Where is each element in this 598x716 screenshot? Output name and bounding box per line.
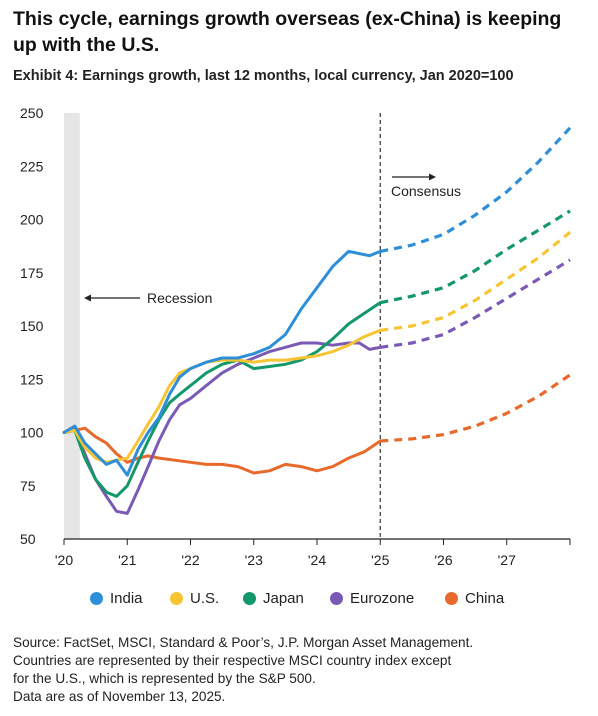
- forecast-line-us: [380, 231, 572, 332]
- x-tick-label: '23: [245, 552, 263, 568]
- x-tick-label: '27: [498, 552, 516, 568]
- x-tick-label: '25: [371, 552, 389, 568]
- series-line-us: [62, 328, 382, 464]
- y-tick-label: 100: [20, 425, 44, 441]
- legend-swatch-china: [445, 592, 458, 605]
- consensus-annotation: Consensus: [391, 183, 461, 199]
- chart-legend: India U.S. Japan Eurozone China: [0, 590, 598, 616]
- source-line: Data are as of November 13, 2025.: [13, 689, 226, 704]
- chart-title: This cycle, earnings growth overseas (ex…: [13, 8, 562, 56]
- legend-swatch-japan: [243, 592, 256, 605]
- source-note: Source: FactSet, MSCI, Standard & Poor’s…: [13, 634, 588, 706]
- legend-item-china: China: [445, 590, 504, 607]
- y-tick-label: 50: [20, 531, 36, 547]
- series-line-china: [62, 426, 382, 475]
- consensus-arrowhead: [429, 173, 436, 181]
- legend-label-us: U.S.: [190, 590, 220, 607]
- recession-annotation: Recession: [147, 290, 212, 306]
- series-line-eurozone: [62, 341, 382, 515]
- x-tick-label: '24: [308, 552, 326, 568]
- x-tick-label: '22: [181, 552, 199, 568]
- forecast-line-china: [380, 373, 571, 443]
- source-line: Countries are represented by their respe…: [13, 653, 452, 668]
- y-tick-label: 125: [20, 371, 44, 387]
- source-line: Source: FactSet, MSCI, Standard & Poor’s…: [13, 635, 474, 650]
- y-tick-label: 225: [20, 158, 44, 174]
- y-tick-label: 175: [20, 265, 44, 281]
- y-tick-label: 250: [20, 105, 44, 121]
- line-chart: 50 75 100 125 150 175 200 225 250 '20 '21 '22 '23 '24…: [20, 105, 572, 568]
- legend-label-india: India: [110, 590, 143, 607]
- legend-item-eurozone: Eurozone: [330, 590, 414, 607]
- legend-item-japan: Japan: [243, 590, 304, 607]
- legend-label-japan: Japan: [263, 590, 304, 607]
- chart-subtitle: Exhibit 4: Earnings growth, last 12 mont…: [13, 68, 514, 84]
- y-tick-label: 150: [20, 318, 44, 334]
- legend-label-eurozone: Eurozone: [350, 590, 415, 607]
- series-line-india: [62, 249, 382, 477]
- y-tick-label: 75: [20, 478, 36, 494]
- legend-swatch-india: [90, 592, 103, 605]
- x-tick-label: '21: [118, 552, 136, 568]
- legend-swatch-eurozone: [330, 592, 343, 605]
- y-tick-label: 200: [20, 212, 44, 228]
- x-tick-label: '20: [55, 552, 73, 568]
- recession-arrowhead: [84, 294, 91, 302]
- legend-label-china: China: [465, 590, 505, 607]
- recession-band: [64, 113, 80, 539]
- legend-item-us: U.S.: [170, 590, 219, 607]
- forecast-line-india: [379, 126, 572, 253]
- x-tick-label: '26: [434, 552, 452, 568]
- forecast-line-japan: [379, 209, 571, 305]
- legend-swatch-us: [170, 592, 183, 605]
- legend-item-india: India: [90, 590, 143, 607]
- series-line-japan: [62, 301, 382, 498]
- source-line: for the U.S., which is represented by th…: [13, 671, 316, 686]
- forecast-line-eurozone: [380, 258, 571, 349]
